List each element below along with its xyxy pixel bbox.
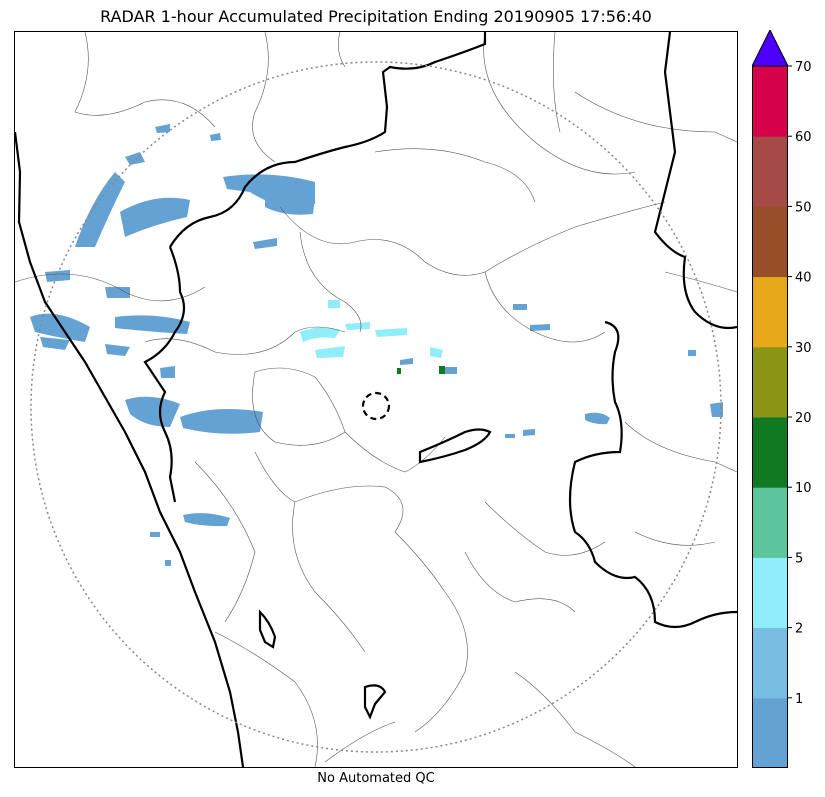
precip-patch xyxy=(253,238,277,249)
precip-patch xyxy=(265,192,315,215)
colorbar-segment xyxy=(752,136,788,207)
state-border-west xyxy=(143,246,186,503)
colorbar-segment xyxy=(752,346,788,418)
coastline xyxy=(15,131,245,767)
colorbar-tick-label: 40 xyxy=(795,271,812,286)
colorbar: 1 2 5 10 20 30 40 50 60 70 xyxy=(752,30,812,768)
precip-patch xyxy=(710,402,723,417)
precip-patch xyxy=(585,412,610,425)
precip-patch xyxy=(328,300,340,308)
precip-patch xyxy=(45,270,70,282)
colorbar-segment xyxy=(752,627,788,699)
precip-patch xyxy=(120,197,190,237)
precip-patch xyxy=(183,513,230,527)
island-border xyxy=(363,684,387,720)
precip-patch xyxy=(688,350,696,356)
precipitation-layer xyxy=(30,124,723,566)
precip-patch xyxy=(523,429,535,436)
precip-patch xyxy=(150,532,160,537)
colorbar-segment xyxy=(752,66,788,137)
precip-patch xyxy=(160,366,175,378)
colorbar-segment xyxy=(752,206,788,278)
precip-patch xyxy=(115,315,190,334)
colorbar-tick-label: 20 xyxy=(795,411,812,426)
colorbar-tick-label: 60 xyxy=(795,130,812,145)
colorbar-tick-label: 50 xyxy=(795,200,812,215)
state-border-southeast xyxy=(568,320,737,629)
precip-patch xyxy=(180,408,263,434)
precip-patch xyxy=(155,124,170,133)
precip-patch xyxy=(430,347,443,358)
island-border xyxy=(258,609,277,649)
colorbar-outline xyxy=(752,65,788,768)
precip-patch xyxy=(75,172,125,247)
enclave-border xyxy=(418,428,492,464)
radar-range-ring xyxy=(30,61,722,753)
radar-map xyxy=(14,31,738,768)
precip-patch xyxy=(439,366,445,374)
precip-patch xyxy=(125,396,180,427)
colorbar-segment xyxy=(752,417,788,488)
map-canvas xyxy=(15,32,737,767)
precip-patch xyxy=(513,304,527,310)
colorbar-tick-label: 10 xyxy=(795,481,812,496)
colorbar-segment xyxy=(752,697,788,768)
colorbar-extend-arrow xyxy=(752,30,789,67)
precip-patch xyxy=(397,368,401,374)
precip-patch xyxy=(445,367,457,374)
precip-patch xyxy=(345,322,370,330)
state-border-north xyxy=(169,32,487,248)
precip-patch xyxy=(400,358,413,365)
colorbar-tick-label: 1 xyxy=(795,692,803,707)
precip-patch xyxy=(105,344,130,356)
colorbar-tick-label: 2 xyxy=(795,622,803,637)
district-boundaries xyxy=(15,32,737,767)
state-border-east xyxy=(653,32,737,330)
precip-patch xyxy=(375,328,407,337)
precipitation-green xyxy=(397,366,445,374)
colorbar-svg: 1 2 5 10 20 30 40 50 60 70 xyxy=(752,30,812,768)
precipitation-cyan xyxy=(300,300,443,358)
colorbar-segment xyxy=(752,276,788,348)
precip-patch xyxy=(30,313,90,342)
precip-patch xyxy=(40,337,70,350)
precip-patch xyxy=(105,287,130,298)
precip-patch xyxy=(505,434,515,438)
colorbar-tick-label: 30 xyxy=(795,341,812,356)
precip-patch xyxy=(315,346,345,358)
colorbar-tick-label: 70 xyxy=(795,60,812,75)
precip-patch xyxy=(300,327,340,342)
colorbar-tick-label: 5 xyxy=(795,551,803,566)
precip-patch xyxy=(125,152,145,165)
chart-title: RADAR 1-hour Accumulated Precipitation E… xyxy=(100,7,652,26)
radar-site-marker xyxy=(361,391,391,421)
qc-note: No Automated QC xyxy=(317,771,435,786)
precip-patch xyxy=(530,324,550,331)
state-boundaries xyxy=(15,32,737,767)
precip-patch xyxy=(223,174,315,207)
colorbar-segment xyxy=(752,557,788,629)
colorbar-segment xyxy=(752,487,788,558)
precip-patch xyxy=(165,560,171,566)
precip-patch xyxy=(210,133,221,141)
